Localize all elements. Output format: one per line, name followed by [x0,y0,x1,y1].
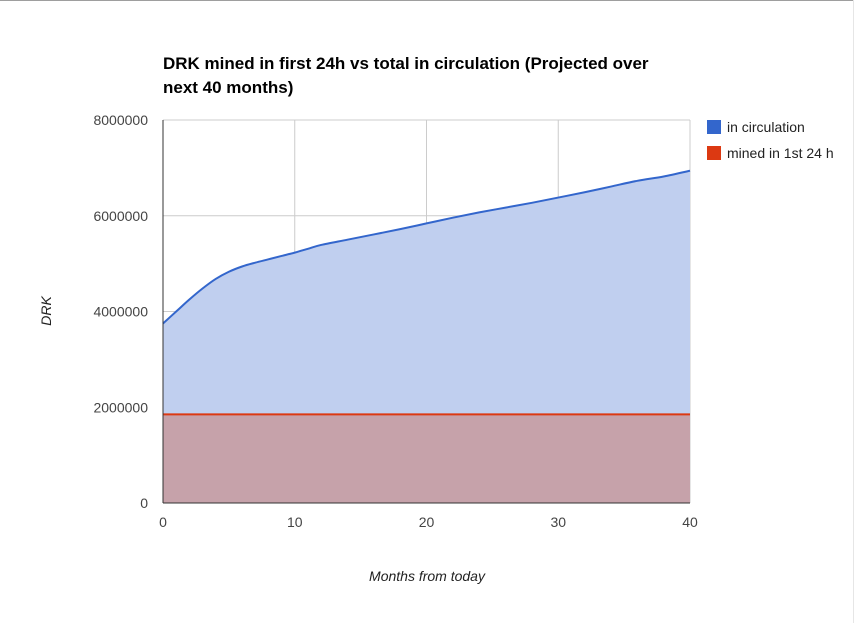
legend-label-in-circulation: in circulation [727,119,805,135]
area-fill-series-1 [163,414,690,503]
x-tick-label: 20 [419,514,435,530]
chart-title-line-2: next 40 months) [163,78,293,97]
chart-title-line-1: DRK mined in first 24h vs total in circu… [163,54,649,73]
legend-swatch-in-circulation [707,120,721,134]
x-axis-title: Months from today [369,568,486,584]
y-tick-label: 0 [140,495,148,511]
y-tick-label: 4000000 [93,304,148,320]
y-tick-label: 2000000 [93,399,148,415]
series-line-0 [162,169,691,325]
x-tick-label: 30 [550,514,566,530]
top-border [0,0,854,1]
x-tick-label: 0 [159,514,167,530]
legend: in circulation mined in 1st 24 h [707,119,834,161]
x-tick-label: 40 [682,514,698,530]
y-axis-title: DRK [38,296,54,326]
legend-swatch-mined [707,146,721,160]
y-tick-label: 8000000 [93,112,148,128]
legend-label-mined: mined in 1st 24 h [727,145,834,161]
plot-area: 0 2000000 4000000 6000000 8000000 0 10 20 30 40 [93,112,698,530]
y-tick-label: 6000000 [93,208,148,224]
x-tick-label: 10 [287,514,303,530]
